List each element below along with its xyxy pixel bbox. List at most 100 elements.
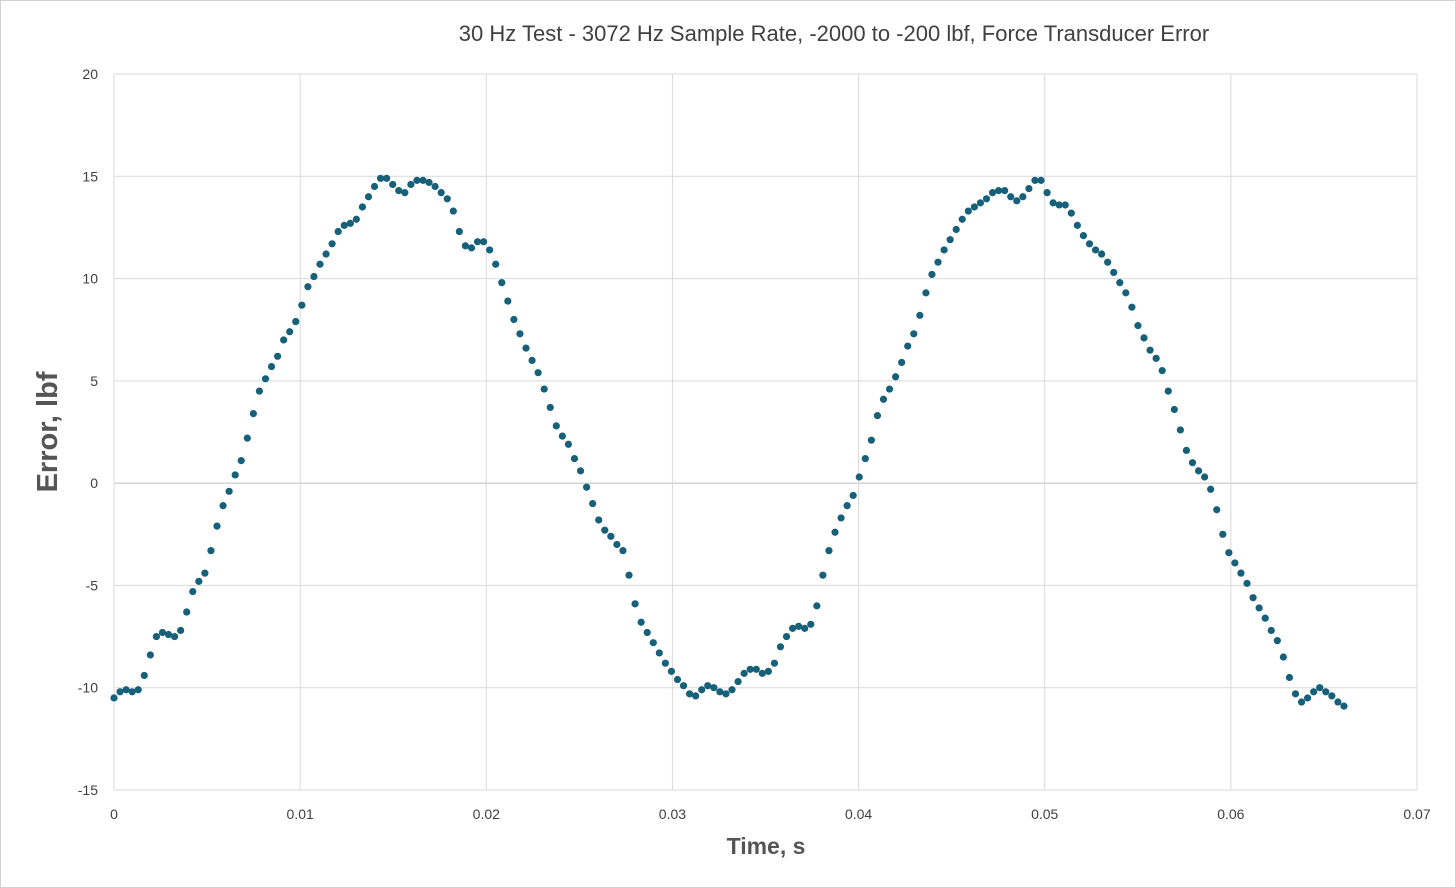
data-point xyxy=(576,467,585,475)
data-point xyxy=(843,502,851,510)
data-point xyxy=(261,375,270,383)
data-point xyxy=(280,336,288,344)
data-point xyxy=(710,684,718,692)
x-tick-label: 0.07 xyxy=(1403,806,1430,822)
data-point xyxy=(1031,176,1039,184)
data-point xyxy=(686,690,694,698)
data-point xyxy=(1025,184,1033,193)
data-point xyxy=(383,174,391,182)
data-point xyxy=(189,587,197,596)
data-point xyxy=(540,385,548,393)
x-tick-label: 0.05 xyxy=(1031,806,1058,822)
y-tick-label: 5 xyxy=(90,373,98,389)
data-point xyxy=(273,352,282,360)
x-tick-label: 0 xyxy=(110,806,118,822)
data-point xyxy=(1213,506,1221,514)
data-point xyxy=(801,624,809,632)
data-point xyxy=(758,669,766,677)
data-point xyxy=(904,342,912,350)
data-point xyxy=(1231,559,1239,567)
data-point xyxy=(910,330,918,338)
data-points xyxy=(110,174,1348,710)
data-point xyxy=(177,626,185,635)
data-point xyxy=(776,643,785,651)
data-point xyxy=(558,432,566,440)
data-point xyxy=(140,671,148,680)
data-point xyxy=(995,187,1003,195)
data-point xyxy=(195,577,203,585)
y-tick-label: -5 xyxy=(86,577,99,593)
data-point xyxy=(934,258,942,266)
data-point xyxy=(892,373,900,381)
data-point xyxy=(916,311,924,319)
data-point xyxy=(625,571,633,579)
tick-labels: 20 15 10 5 0 -5 -10 -15 0 0.01 0.02 0.03 0.04 0.05 0.0… xyxy=(78,66,1431,822)
x-axis-label: Time, s xyxy=(727,833,806,859)
data-point xyxy=(885,385,894,393)
data-point xyxy=(564,440,573,448)
data-point xyxy=(413,176,421,184)
data-point xyxy=(207,547,215,555)
data-point xyxy=(461,242,470,250)
data-point xyxy=(1170,405,1178,414)
data-point xyxy=(940,246,948,254)
data-point xyxy=(328,240,336,248)
data-point xyxy=(807,620,815,628)
data-point xyxy=(661,659,669,667)
data-point xyxy=(304,283,312,291)
data-point xyxy=(770,659,779,667)
data-point xyxy=(152,632,161,641)
data-point xyxy=(1310,688,1318,696)
data-point xyxy=(637,618,645,626)
data-point xyxy=(249,409,257,418)
data-point xyxy=(395,187,403,195)
data-point xyxy=(819,571,827,579)
data-point xyxy=(649,639,657,647)
data-point xyxy=(589,500,597,508)
data-point xyxy=(546,403,554,412)
data-point xyxy=(534,369,542,377)
data-point xyxy=(1043,189,1051,197)
data-point xyxy=(873,412,882,420)
data-point xyxy=(1110,268,1118,277)
data-point xyxy=(389,180,397,189)
data-point xyxy=(201,569,209,577)
data-point xyxy=(1067,209,1075,217)
y-tick-label: 20 xyxy=(82,66,98,82)
data-point xyxy=(1261,614,1269,622)
data-point xyxy=(1128,303,1136,311)
data-point xyxy=(813,602,821,610)
data-point xyxy=(789,624,797,632)
x-tick-label: 0.01 xyxy=(287,806,314,822)
data-point xyxy=(431,182,439,191)
data-point xyxy=(231,471,239,479)
data-point xyxy=(1116,279,1124,287)
data-point xyxy=(134,686,142,694)
data-point xyxy=(879,395,888,403)
data-point xyxy=(1019,193,1027,201)
data-point xyxy=(795,622,803,630)
data-point xyxy=(1061,201,1069,209)
data-point xyxy=(522,344,530,352)
data-point xyxy=(1273,637,1281,645)
data-point xyxy=(298,301,306,309)
data-point xyxy=(286,328,294,336)
data-point xyxy=(752,665,760,673)
gridlines xyxy=(113,73,1418,791)
data-point xyxy=(782,632,791,641)
y-tick-label: 10 xyxy=(82,271,98,287)
data-point xyxy=(322,250,330,258)
data-point xyxy=(1279,653,1287,661)
data-point xyxy=(1134,322,1142,330)
data-point xyxy=(1304,694,1312,702)
data-point xyxy=(552,422,560,430)
data-point xyxy=(1207,485,1215,493)
data-point xyxy=(1225,549,1233,557)
data-point xyxy=(1007,193,1015,201)
data-point xyxy=(1079,232,1088,240)
data-point xyxy=(849,491,857,500)
data-point xyxy=(831,528,839,536)
data-point xyxy=(1322,688,1330,696)
